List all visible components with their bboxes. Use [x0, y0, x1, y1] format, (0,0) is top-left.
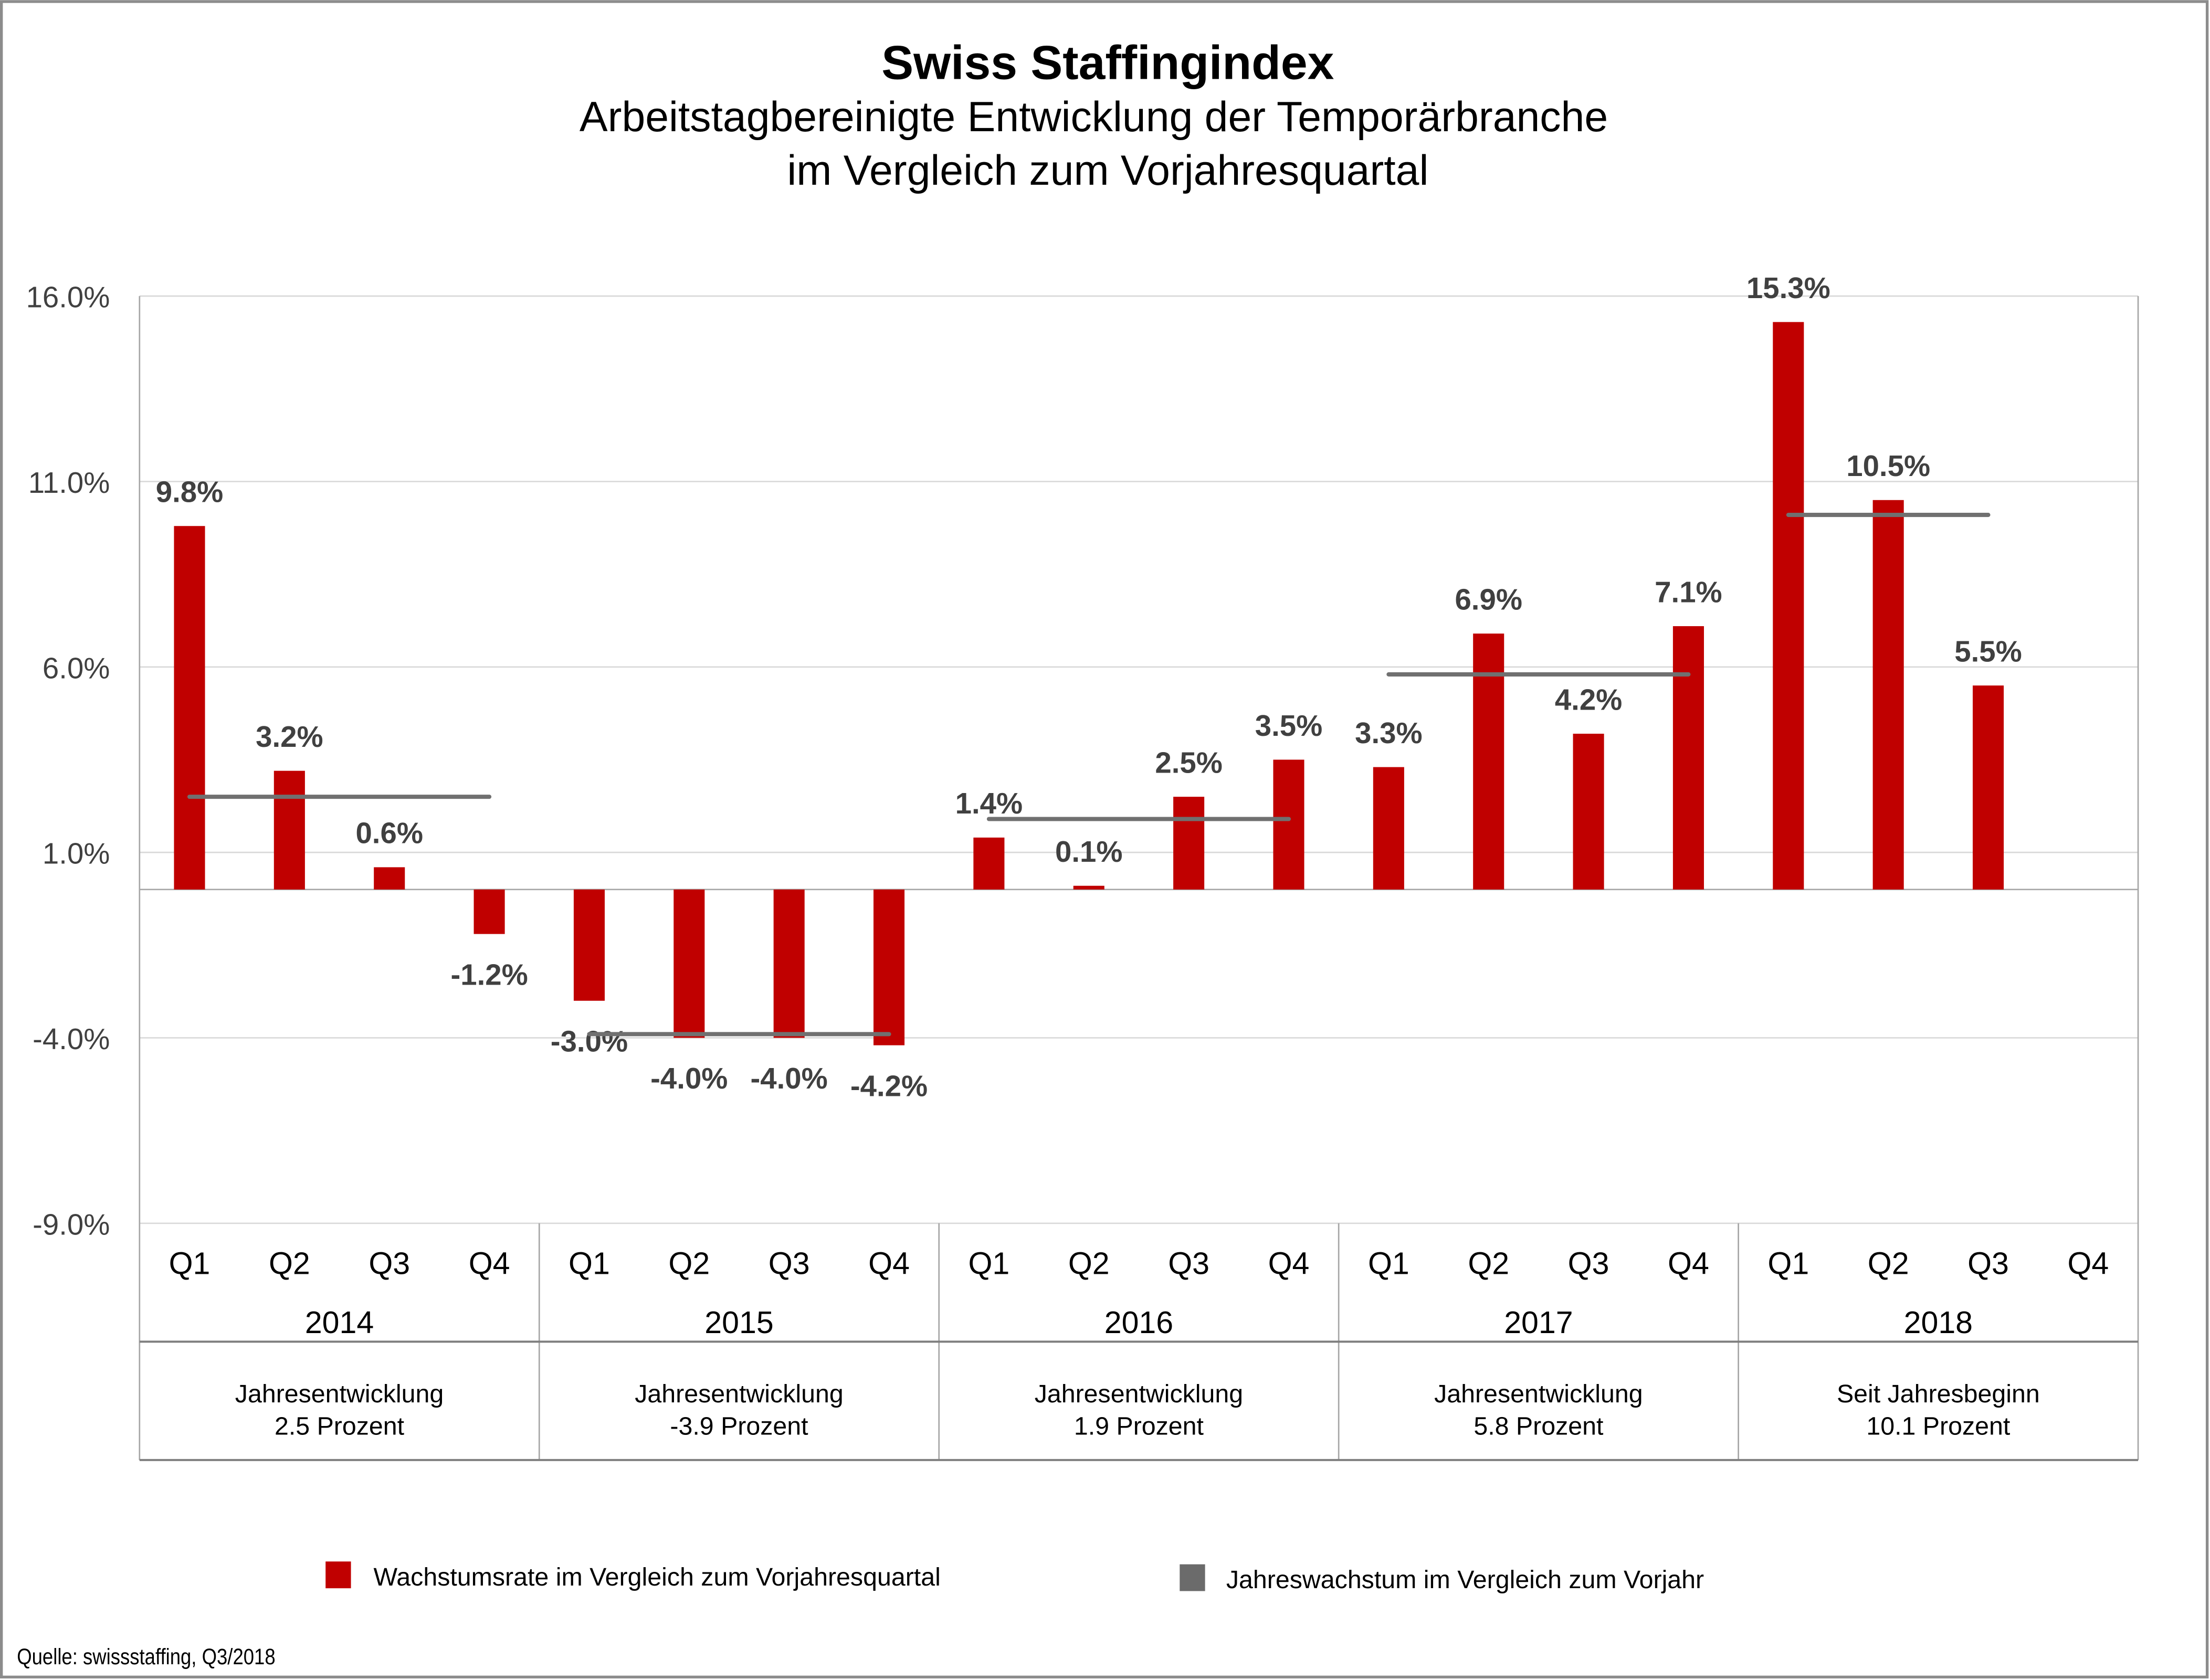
x-tick-quarter: Q2: [1868, 1246, 1909, 1281]
bar-data-label: 3.2%: [256, 720, 323, 753]
x-tick-quarter: Q2: [1068, 1246, 1110, 1281]
legend-label-line: Jahreswachstum im Vergleich zum Vorjahr: [1226, 1566, 1704, 1594]
bar: [973, 837, 1005, 890]
x-tick-quarter: Q2: [668, 1246, 710, 1281]
x-tick-year: 2016: [1104, 1305, 1173, 1340]
bar: [473, 889, 505, 934]
x-tick-quarter: Q4: [469, 1246, 510, 1281]
bar: [1972, 685, 2004, 890]
bar-data-label: -4.0%: [751, 1062, 828, 1095]
y-tick-label: 1.0%: [43, 837, 110, 870]
bar-data-label: 0.6%: [355, 817, 423, 850]
bar-data-label: 15.3%: [1746, 271, 1830, 304]
bar-data-label: 2.5%: [1155, 746, 1223, 779]
annual-table-label: Jahresentwicklung: [635, 1380, 843, 1408]
x-tick-quarter: Q1: [1368, 1246, 1409, 1281]
legend-swatch-line: [1180, 1564, 1205, 1591]
x-tick-quarter: Q4: [2067, 1246, 2109, 1281]
annual-table-label: Jahresentwicklung: [235, 1380, 444, 1408]
bar-data-label: -3.0%: [551, 1024, 628, 1058]
y-tick-label: -4.0%: [33, 1022, 110, 1055]
bar-data-label: 10.5%: [1846, 449, 1930, 482]
bar: [273, 770, 305, 890]
bar: [174, 526, 205, 890]
x-tick-year: 2015: [704, 1305, 773, 1340]
bar: [1273, 759, 1304, 890]
bar-data-label: 0.1%: [1055, 835, 1123, 868]
x-tick-quarter: Q4: [868, 1246, 910, 1281]
bar-data-label: 6.9%: [1455, 583, 1522, 616]
x-tick-quarter: Q3: [369, 1246, 410, 1281]
bar: [1073, 885, 1104, 890]
bar: [673, 889, 705, 1038]
annual-table-label: Seit Jahresbeginn: [1837, 1380, 2040, 1408]
bar-data-label: -1.2%: [450, 958, 528, 991]
x-tick-quarter: Q3: [1967, 1246, 2009, 1281]
annual-table-value: 5.8 Prozent: [1474, 1412, 1604, 1441]
bar: [773, 889, 805, 1038]
bar-data-label: 4.2%: [1555, 683, 1623, 716]
x-tick-quarter: Q4: [1668, 1246, 1709, 1281]
chart-subtitle-line2: im Vergleich zum Vorjahresquartal: [787, 147, 1428, 194]
y-tick-label: 11.0%: [28, 466, 110, 499]
bar: [1672, 626, 1704, 890]
y-tick-label: 6.0%: [43, 651, 110, 684]
legend-label-bars: Wachstumsrate im Vergleich zum Vorjahres…: [374, 1563, 941, 1591]
bar-data-label: 3.5%: [1255, 709, 1322, 742]
x-tick-quarter: Q1: [569, 1246, 610, 1281]
bar-data-label: 7.1%: [1655, 575, 1722, 608]
x-tick-quarter: Q1: [169, 1246, 211, 1281]
y-tick-label: -9.0%: [33, 1208, 110, 1241]
bar: [1373, 767, 1404, 890]
bar: [573, 889, 605, 1001]
plot-area: 16.0% 11.0% 6.0% 1.0% -4.0% -9.0% 9.8% 3.2% 0.6%…: [26, 271, 2139, 1461]
x-tick-year: 2017: [1504, 1305, 1573, 1340]
bar-data-label: 1.4%: [955, 787, 1023, 820]
y-tick-label: 16.0%: [26, 281, 110, 314]
bar-data-label: -4.0%: [650, 1062, 728, 1095]
bar: [1573, 733, 1604, 890]
chart-title: Swiss Staffingindex: [881, 36, 1334, 90]
bar-data-label: 9.8%: [156, 476, 224, 509]
x-tick-quarter: Q4: [1268, 1246, 1310, 1281]
chart-subtitle-line1: Arbeitstagbereinigte Entwicklung der Tem…: [580, 93, 1608, 141]
annual-table-label: Jahresentwicklung: [1035, 1380, 1243, 1408]
bar: [1173, 797, 1205, 890]
bar: [1872, 500, 1904, 890]
x-tick-quarter: Q2: [269, 1246, 310, 1281]
x-tick-quarter: Q3: [1568, 1246, 1609, 1281]
annual-table-value: 10.1 Prozent: [1866, 1412, 2011, 1441]
x-tick-year: 2014: [305, 1305, 374, 1340]
bar: [873, 889, 905, 1045]
legend-swatch-bars: [325, 1561, 351, 1589]
legend: Wachstumsrate im Vergleich zum Vorjahres…: [325, 1561, 1704, 1594]
x-tick-quarter: Q2: [1468, 1246, 1509, 1281]
annual-table-label: Jahresentwicklung: [1434, 1380, 1643, 1408]
bar: [1773, 322, 1804, 890]
bar: [374, 867, 405, 890]
bar: [1473, 633, 1504, 890]
bar-data-label: 3.3%: [1355, 716, 1423, 749]
x-tick-quarter: Q3: [1168, 1246, 1209, 1281]
x-tick-year: 2018: [1904, 1305, 1973, 1340]
x-tick-quarter: Q3: [769, 1246, 810, 1281]
annual-table-value: 1.9 Prozent: [1074, 1412, 1204, 1441]
annual-table-value: -3.9 Prozent: [670, 1412, 808, 1441]
bar-data-label: 5.5%: [1954, 635, 2022, 668]
bar-data-label: -4.2%: [850, 1069, 928, 1102]
x-tick-quarter: Q1: [1767, 1246, 1809, 1281]
annual-table-value: 2.5 Prozent: [275, 1412, 405, 1441]
source-note: Quelle: swissstaffing, Q3/2018: [17, 1644, 275, 1669]
x-tick-quarter: Q1: [969, 1246, 1010, 1281]
